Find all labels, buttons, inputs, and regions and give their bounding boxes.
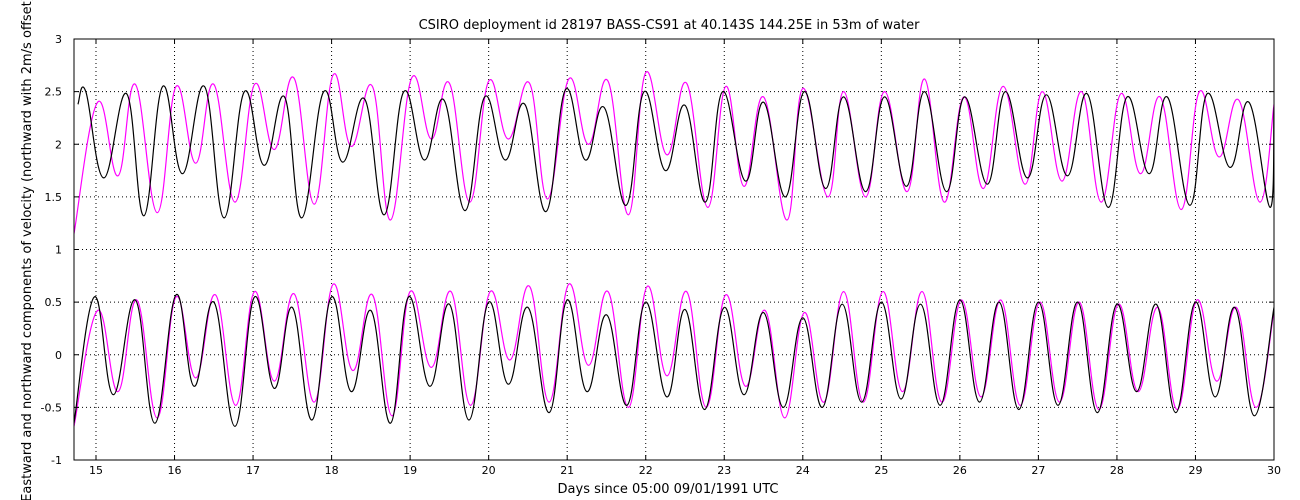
x-tick-label: 15 [89,464,103,477]
y-axis-label: Eastward and northward components of vel… [20,0,35,500]
y-tick-label: 0.5 [45,296,63,309]
series-line-northward-measured [77,85,1274,219]
x-tick-label: 19 [403,464,417,477]
x-tick-label: 21 [560,464,574,477]
series-line-northward-model [74,71,1274,234]
y-tick-label: 2 [55,138,62,151]
y-tick-label: -0.5 [41,401,62,414]
x-tick-label: 24 [796,464,810,477]
x-tick-label: 23 [717,464,731,477]
y-tick-label: 2.5 [45,86,63,99]
x-tick-label: 16 [168,464,182,477]
series-group [74,71,1274,427]
x-tick-label: 22 [639,464,653,477]
x-tick-label: 25 [874,464,888,477]
x-axis-label: Days since 05:00 09/01/1991 UTC [558,482,779,497]
y-tick-label: 1 [55,244,62,257]
y-tick-label: -1 [51,454,62,467]
x-tick-label: 29 [1188,464,1202,477]
x-tick-label: 20 [482,464,496,477]
ticks: 15 16 17 18 19 20 21 22 23 24 25 26 27 28 29 30-1-0.500… [41,33,1281,477]
x-tick-label: 18 [325,464,339,477]
y-tick-label: 1.5 [45,191,63,204]
x-tick-label: 27 [1031,464,1045,477]
chart-title: CSIRO deployment id 28197 BASS-CS91 at 4… [419,18,921,33]
series-line-eastward-model [74,283,1274,427]
series-line-eastward-measured [74,294,1274,427]
x-tick-label: 17 [246,464,260,477]
y-tick-label: 0 [55,349,62,362]
x-tick-label: 28 [1110,464,1124,477]
y-tick-label: 3 [55,33,62,46]
x-tick-label: 26 [953,464,967,477]
x-tick-label: 30 [1267,464,1281,477]
